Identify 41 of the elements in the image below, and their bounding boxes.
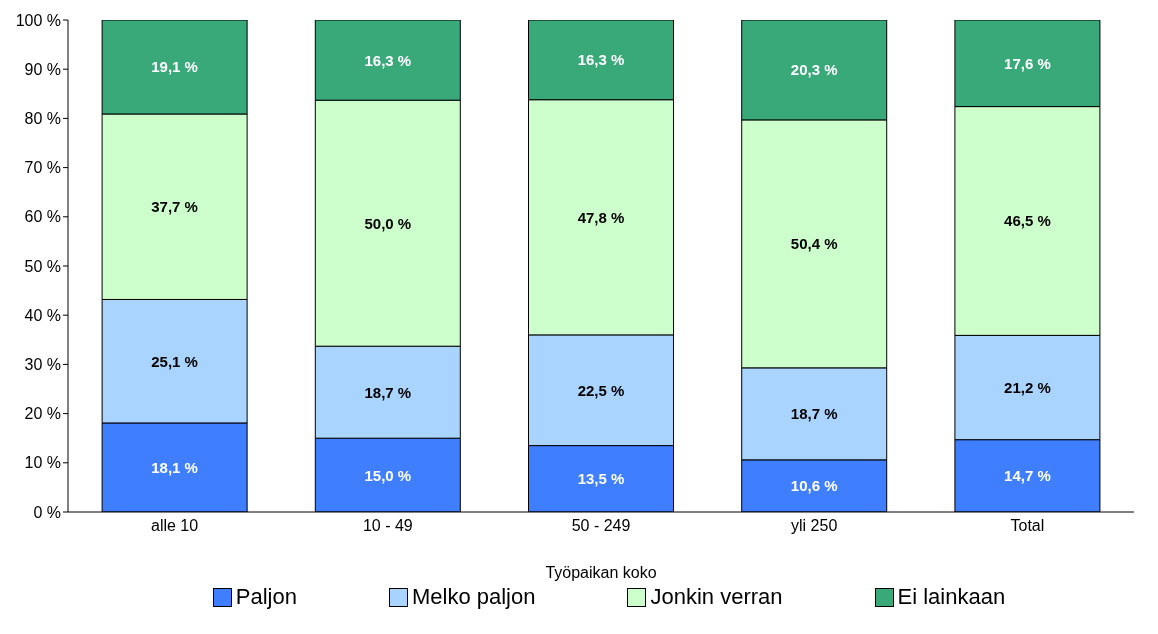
data-label: 20,3 %	[790, 61, 838, 79]
x-tick-label: 50 - 249	[571, 517, 631, 535]
legend-label: Paljon	[235, 584, 297, 610]
data-label: 16,3 %	[577, 51, 625, 69]
data-label: 13,5 %	[577, 470, 625, 488]
y-tick-label: 80 %	[24, 110, 61, 128]
y-tick-label: 10 %	[24, 454, 61, 472]
data-label: 21,2 %	[1004, 379, 1051, 397]
y-tick-label: 30 %	[24, 356, 61, 374]
data-label: 10,6 %	[790, 477, 838, 495]
legend-label: Jonkin verran	[650, 584, 783, 610]
y-tick-label: 0 %	[33, 503, 61, 521]
data-label: 14,7 %	[1004, 467, 1051, 485]
y-tick-label: 90 %	[24, 60, 61, 78]
x-tick-label: alle 10	[151, 517, 199, 535]
data-label: 16,3 %	[364, 51, 412, 69]
y-tick-label: 70 %	[24, 159, 61, 177]
data-label: 47,8 %	[577, 208, 625, 226]
y-tick-label: 50 %	[24, 257, 61, 275]
data-label: 25,1 %	[151, 352, 198, 370]
data-label: 17,6 %	[1004, 54, 1051, 72]
x-tick-label: 10 - 49	[362, 517, 413, 535]
x-axis-title: Työpaikan koko	[545, 564, 657, 581]
data-label: 46,5 %	[1004, 212, 1051, 230]
data-label: 18,1 %	[151, 458, 198, 476]
y-tick-label: 100 %	[15, 11, 61, 29]
y-tick-label: 20 %	[24, 405, 61, 423]
y-tick-label: 40 %	[24, 306, 61, 324]
x-tick-label: Total	[1010, 517, 1045, 535]
x-tick-label: yli 250	[791, 517, 838, 535]
data-label: 18,7 %	[790, 405, 838, 423]
data-label: 50,4 %	[790, 235, 838, 253]
data-label: 15,0 %	[364, 466, 412, 484]
data-label: 50,0 %	[364, 214, 412, 232]
data-label: 18,7 %	[364, 383, 412, 401]
y-tick-label: 60 %	[24, 208, 61, 226]
data-label: 19,1 %	[151, 58, 198, 76]
legend-label: Melko paljon	[411, 584, 536, 610]
data-label: 22,5 %	[577, 381, 625, 399]
legend-label: Ei lainkaan	[897, 584, 1006, 610]
data-label: 37,7 %	[151, 198, 198, 216]
